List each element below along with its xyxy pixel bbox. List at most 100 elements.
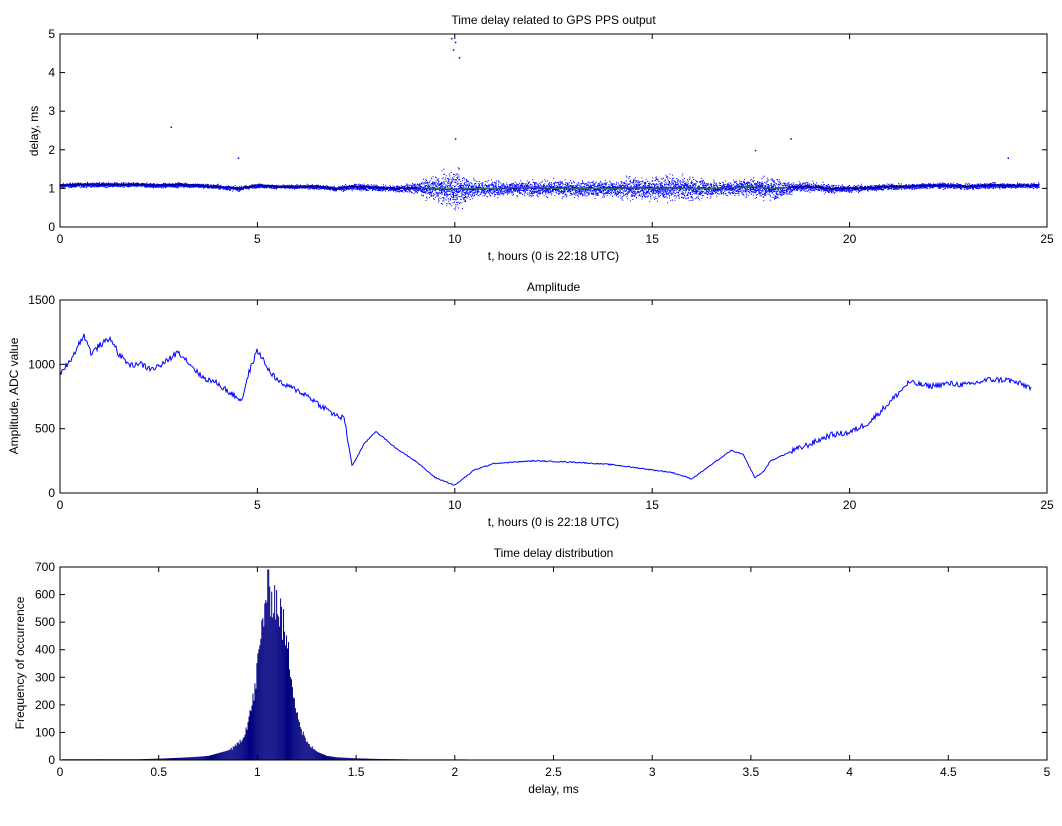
data-point xyxy=(440,183,442,185)
data-point xyxy=(493,190,495,192)
data-point xyxy=(535,188,537,189)
data-point xyxy=(78,184,80,186)
data-point xyxy=(523,185,525,186)
data-point xyxy=(185,182,187,184)
data-point xyxy=(164,185,166,187)
data-point xyxy=(212,187,214,189)
data-point xyxy=(86,186,88,188)
data-point xyxy=(567,191,569,192)
data-point xyxy=(143,183,145,185)
data-point xyxy=(540,192,541,194)
data-point xyxy=(330,189,331,191)
data-point xyxy=(564,179,566,181)
data-point xyxy=(504,185,506,187)
data-point xyxy=(463,182,465,184)
data-point xyxy=(600,182,602,184)
data-point xyxy=(384,186,386,188)
data-point xyxy=(499,186,501,188)
data-point xyxy=(520,180,522,182)
data-point xyxy=(509,189,511,191)
data-point xyxy=(564,190,565,192)
data-point xyxy=(353,185,355,187)
data-point xyxy=(177,185,179,187)
data-point xyxy=(351,190,353,192)
data-point xyxy=(304,186,306,188)
data-point xyxy=(485,185,487,187)
data-point xyxy=(495,194,496,196)
data-point xyxy=(128,185,130,187)
data-point xyxy=(558,183,559,185)
data-point xyxy=(94,185,96,187)
data-point xyxy=(354,189,356,191)
data-point xyxy=(261,183,262,185)
data-point xyxy=(604,183,606,185)
data-point xyxy=(498,193,499,195)
data-point xyxy=(400,191,402,193)
data-point xyxy=(108,184,109,186)
data-point xyxy=(429,185,430,187)
data-point xyxy=(450,172,452,173)
data-point xyxy=(398,188,400,190)
data-point xyxy=(67,184,69,185)
data-point xyxy=(97,186,99,188)
data-point xyxy=(157,186,159,188)
data-point xyxy=(116,185,118,187)
data-point xyxy=(537,193,539,194)
data-point xyxy=(385,188,387,190)
data-point xyxy=(176,187,178,189)
data-point xyxy=(388,190,390,192)
data-point xyxy=(478,191,480,193)
data-point xyxy=(149,183,151,185)
data-point xyxy=(106,187,108,189)
data-point xyxy=(582,193,583,195)
data-point xyxy=(477,190,478,192)
data-point xyxy=(423,190,425,192)
data-point xyxy=(216,184,218,186)
data-point xyxy=(403,188,405,190)
data-point xyxy=(361,187,363,189)
data-point xyxy=(137,183,139,184)
data-point xyxy=(427,185,429,187)
data-point xyxy=(460,187,462,189)
data-point xyxy=(361,188,363,190)
data-point xyxy=(580,191,582,193)
data-point xyxy=(535,190,537,192)
data-point xyxy=(426,180,427,182)
data-point xyxy=(313,188,315,190)
data-point xyxy=(453,196,454,198)
data-point xyxy=(341,188,343,190)
data-point xyxy=(375,186,377,188)
data-point xyxy=(530,192,532,194)
data-point xyxy=(351,185,352,187)
data-point xyxy=(162,187,164,189)
data-point xyxy=(134,185,136,187)
data-point xyxy=(110,182,112,184)
data-point xyxy=(482,182,484,184)
data-point xyxy=(431,185,433,187)
data-point xyxy=(573,185,574,187)
data-point xyxy=(462,187,463,189)
data-point xyxy=(592,180,594,182)
data-point xyxy=(600,190,601,192)
data-point xyxy=(411,192,413,194)
data-point xyxy=(588,193,590,195)
data-point xyxy=(130,185,132,187)
data-point xyxy=(454,178,456,180)
data-point xyxy=(150,183,152,185)
data-point xyxy=(446,196,448,198)
data-point xyxy=(391,188,393,190)
data-point xyxy=(568,183,570,185)
data-point xyxy=(412,183,414,184)
data-point xyxy=(538,186,540,188)
data-point xyxy=(303,187,304,188)
data-point xyxy=(441,189,442,191)
data-point xyxy=(427,183,429,185)
data-point xyxy=(570,190,571,192)
data-point xyxy=(436,178,438,180)
data-point xyxy=(440,193,442,194)
data-point xyxy=(79,183,81,185)
data-point xyxy=(315,187,317,189)
data-point xyxy=(448,173,450,175)
data-point xyxy=(467,191,469,193)
data-point xyxy=(380,190,382,192)
